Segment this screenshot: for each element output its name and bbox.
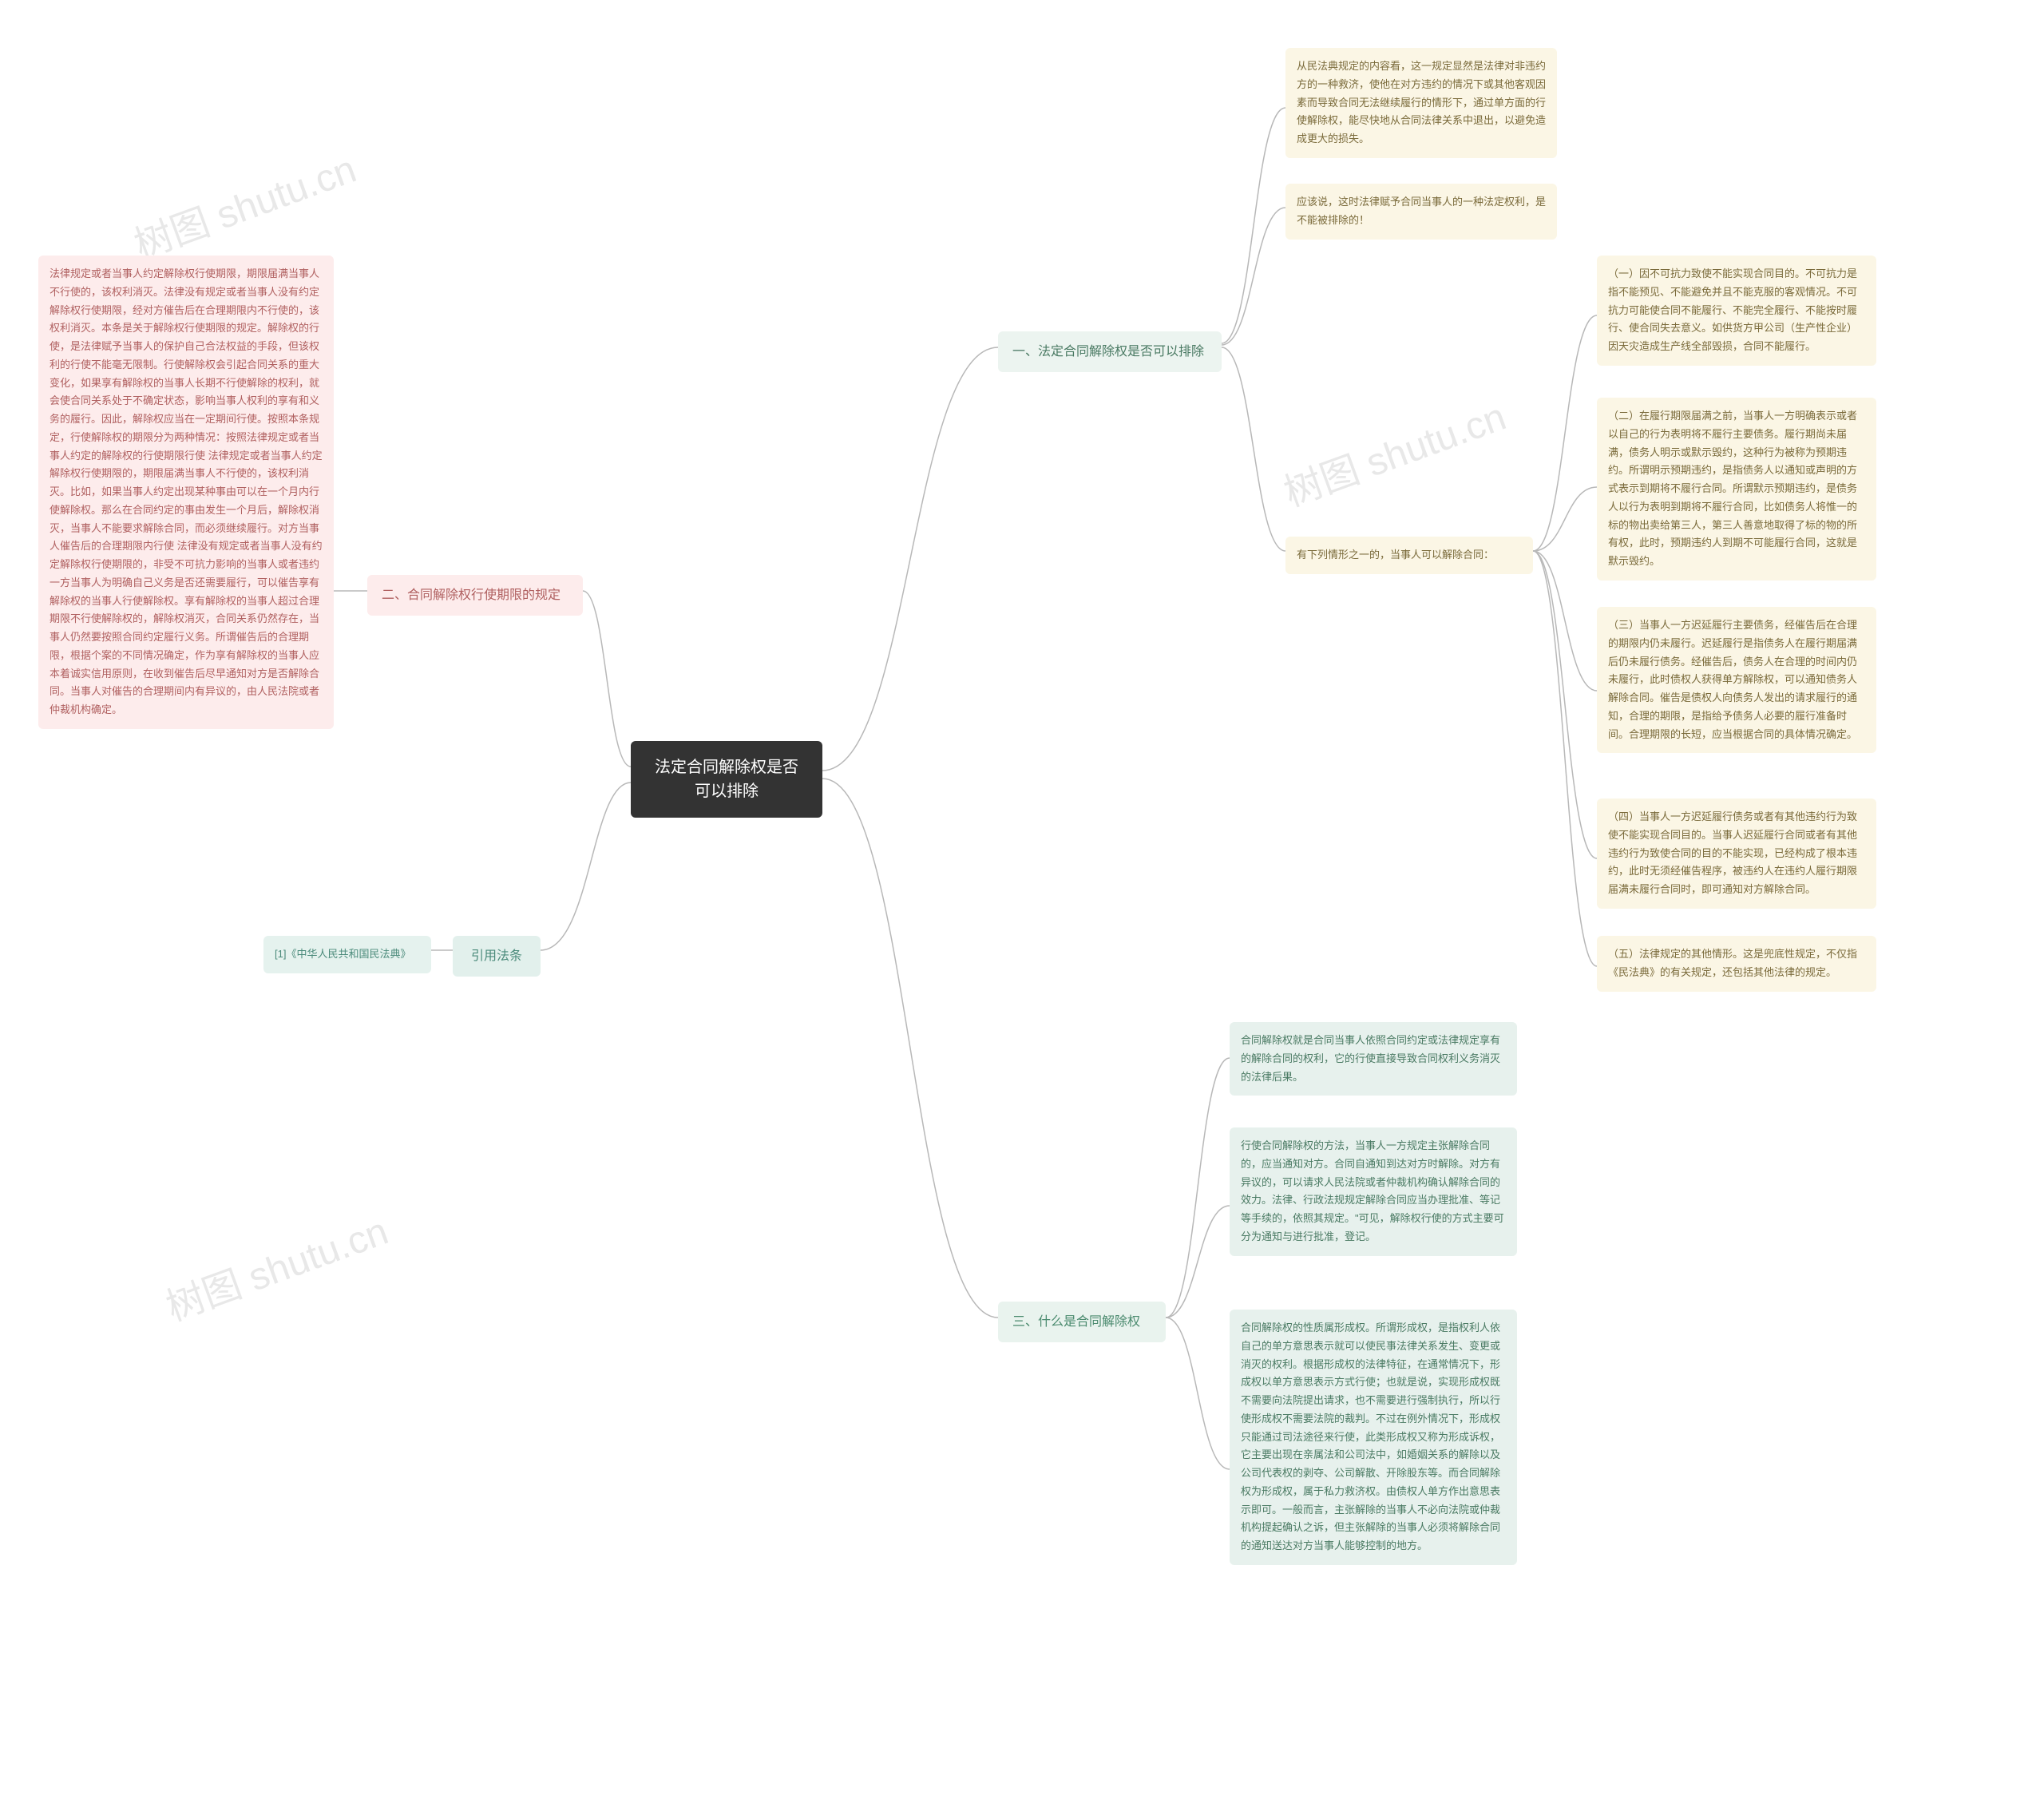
watermark: 树图 shutu.cn	[125, 137, 362, 269]
leaf-4a: 合同解除权就是合同当事人依照合同约定或法律规定享有的解除合同的权利，它的行使直接…	[1230, 1022, 1517, 1096]
leaf-1c1: （一）因不可抗力致使不能实现合同目的。不可抗力是指不能预见、不能避免并且不能克服…	[1597, 256, 1876, 366]
watermark: 树图 shutu.cn	[1275, 385, 1512, 517]
leaf-4c: 合同解除权的性质属形成权。所谓形成权，是指权利人依自己的单方意思表示就可以使民事…	[1230, 1310, 1517, 1565]
leaf-1c2: （二）在履行期限届满之前，当事人一方明确表示或者以自己的行为表明将不履行主要债务…	[1597, 398, 1876, 581]
sub-node-conditions[interactable]: 有下列情形之一的，当事人可以解除合同：	[1285, 537, 1533, 574]
leaf-4b: 行使合同解除权的方法，当事人一方规定主张解除合同的，应当通知对方。合同自通知到达…	[1230, 1127, 1517, 1256]
root-node[interactable]: 法定合同解除权是否可以排除	[631, 741, 822, 818]
leaf-2: 法律规定或者当事人约定解除权行使期限，期限届满当事人不行使的，该权利消灭。法律没…	[38, 256, 334, 729]
leaf-1b: 应该说，这时法律赋予合同当事人的一种法定权利，是不能被排除的！	[1285, 184, 1557, 240]
leaf-3-citation: [1]《中华人民共和国民法典》	[263, 936, 431, 973]
branch-node-citations[interactable]: 引用法条	[453, 936, 541, 977]
leaf-1a: 从民法典规定的内容看，这一规定显然是法律对非违约方的一种救济，使他在对方违约的情…	[1285, 48, 1557, 158]
branch-node-1[interactable]: 一、法定合同解除权是否可以排除	[998, 331, 1222, 372]
leaf-1c3: （三）当事人一方迟延履行主要债务，经催告后在合理的期限内仍未履行。迟延履行是指债…	[1597, 607, 1876, 753]
branch-node-3[interactable]: 三、什么是合同解除权	[998, 1302, 1166, 1342]
leaf-1c4: （四）当事人一方迟延履行债务或者有其他违约行为致使不能实现合同目的。当事人迟延履…	[1597, 799, 1876, 909]
branch-node-2[interactable]: 二、合同解除权行使期限的规定	[367, 575, 583, 616]
watermark: 树图 shutu.cn	[157, 1199, 394, 1331]
leaf-1c5: （五）法律规定的其他情形。这是兜底性规定，不仅指《民法典》的有关规定，还包括其他…	[1597, 936, 1876, 992]
